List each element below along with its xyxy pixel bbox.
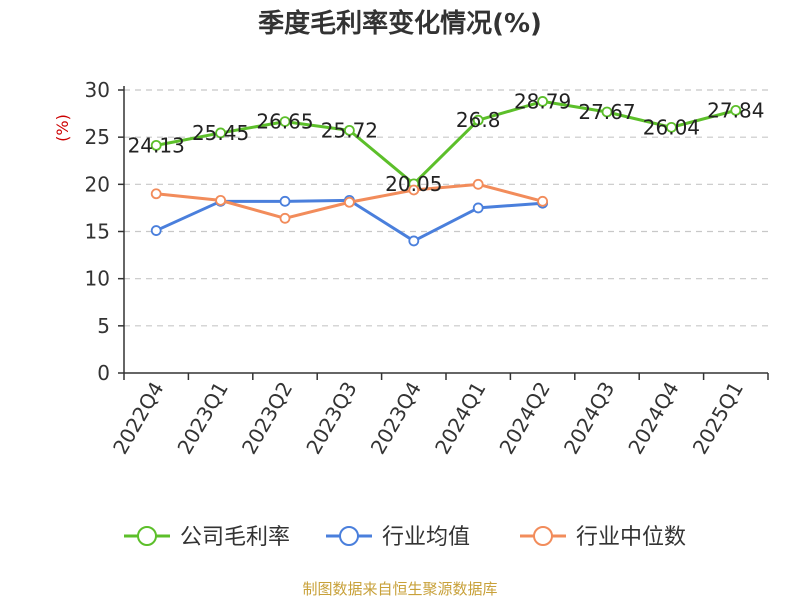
legend-label: 行业中位数 [576, 525, 686, 550]
data-labels: 24.13 25.45 26.65 25.72 20.05 26.8 28.79 27.67 2… [128, 89, 765, 195]
source-note: 制图数据来自恒生聚源数据库 [302, 580, 497, 598]
legend-item: 公司毛利率 [124, 525, 290, 550]
y-tick-label: 10 [85, 267, 110, 291]
legend-marker [339, 526, 359, 546]
data-point [279, 116, 291, 128]
data-label: 26.65 [256, 110, 313, 134]
data-point [150, 139, 162, 151]
legend: 公司毛利率 行业均值 行业中位数 [124, 525, 686, 550]
data-point [472, 202, 484, 214]
data-point [150, 225, 162, 236]
data-label: 28.79 [514, 89, 571, 113]
data-point [472, 178, 484, 190]
data-point [666, 121, 677, 133]
x-tick-label: 2022Q4 [108, 378, 168, 459]
data-point [279, 195, 291, 207]
data-label: 27.67 [578, 100, 635, 124]
x-tick-label: 2024Q1 [430, 378, 490, 459]
data-point [215, 194, 227, 206]
data-point [279, 212, 291, 224]
data-label: 27.84 [707, 98, 764, 122]
data-label: 25.45 [192, 121, 249, 145]
data-point [601, 106, 613, 118]
data-label: 25.72 [321, 118, 378, 142]
data-label: 26.04 [643, 115, 700, 139]
y-tick-label: 5 [97, 314, 110, 338]
series-line [155, 99, 737, 186]
x-tick-label: 2023Q2 [237, 378, 297, 459]
data-label: 24.13 [128, 133, 185, 157]
legend-marker [137, 526, 157, 546]
y-tick-label: 0 [97, 361, 110, 385]
data-point [408, 184, 420, 196]
legend-marker [533, 526, 553, 546]
legend-label: 行业均值 [382, 525, 470, 550]
series-2 [150, 178, 548, 224]
series-layer [150, 96, 742, 247]
x-tick-label: 2023Q1 [172, 378, 232, 459]
series-0 [150, 96, 742, 190]
data-point [472, 114, 484, 126]
data-point [150, 188, 162, 200]
x-tick-label: 2023Q3 [301, 378, 361, 459]
legend-item: 行业均值 [326, 525, 470, 550]
data-label: 26.8 [456, 108, 501, 132]
grid-lines [124, 89, 768, 327]
x-tick-label: 2023Q4 [366, 378, 426, 459]
data-point [537, 195, 548, 207]
data-label: 20.05 [385, 172, 442, 196]
y-axis-unit-label: (%) [53, 114, 72, 142]
data-point [343, 196, 355, 208]
y-tick-label: 20 [85, 172, 110, 196]
y-tick-label: 25 [85, 125, 110, 149]
x-tick-label: 2024Q3 [559, 378, 619, 459]
x-tick-label: 2025Q1 [688, 378, 748, 459]
data-point [408, 235, 420, 247]
legend-item: 行业中位数 [520, 525, 686, 550]
legend-label: 公司毛利率 [180, 525, 290, 550]
y-tick-label: 30 [85, 78, 110, 102]
x-tick-label: 2024Q4 [623, 378, 683, 459]
data-point [537, 96, 548, 107]
data-point [343, 124, 355, 136]
data-point [215, 127, 227, 139]
data-point [730, 104, 742, 116]
x-tick-label: 2024Q2 [494, 378, 554, 459]
chart-title: 季度毛利率变化情况(%) [258, 8, 542, 39]
y-tick-label: 15 [85, 220, 110, 244]
